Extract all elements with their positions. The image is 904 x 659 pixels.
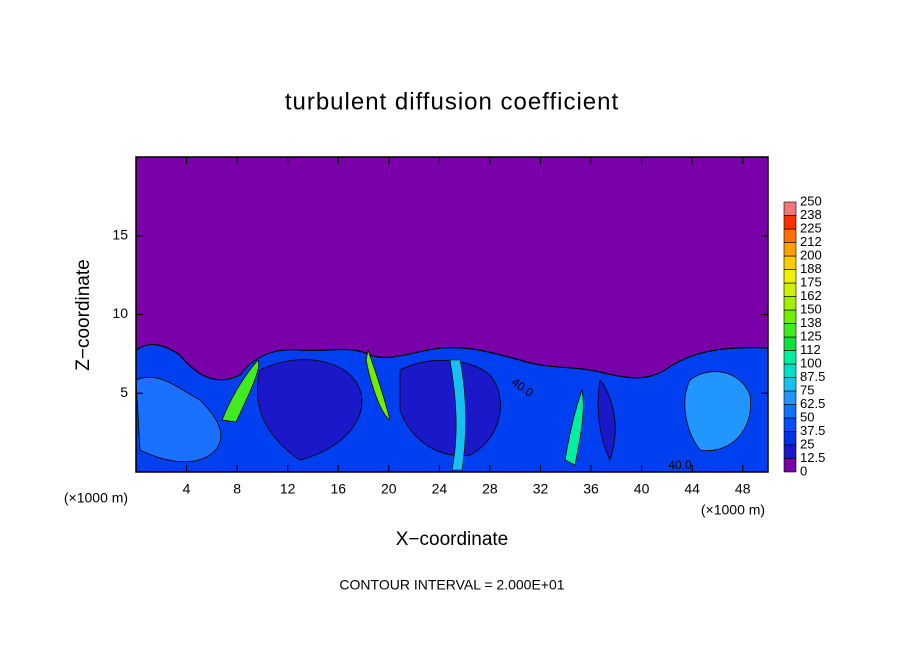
colorbar-segment bbox=[783, 458, 797, 473]
x-tick-label: 48 bbox=[735, 481, 751, 497]
colorbar-segment bbox=[783, 377, 797, 392]
colorbar-segment bbox=[783, 201, 797, 216]
footer: CONTOUR INTERVAL = 2.000E+01 bbox=[339, 577, 564, 593]
colorbar-segment bbox=[783, 444, 797, 459]
y-tick-label: 15 bbox=[112, 226, 128, 242]
x-tick-label: 32 bbox=[533, 481, 549, 497]
x-tick-label: 28 bbox=[482, 481, 498, 497]
colorbar-segment bbox=[783, 417, 797, 432]
colorbar-segment bbox=[783, 363, 797, 378]
colorbar-label: 50 bbox=[800, 409, 814, 424]
field-region bbox=[257, 359, 363, 461]
colorbar-label: 112 bbox=[800, 342, 821, 357]
field-region bbox=[684, 371, 752, 452]
colorbar-label: 37.5 bbox=[800, 423, 825, 438]
colorbar-segment bbox=[783, 282, 797, 297]
chart-title: turbulent diffusion coefficient bbox=[285, 88, 619, 115]
colorbar-label: 62.5 bbox=[800, 396, 825, 411]
colorbar-label: 25 bbox=[800, 436, 814, 451]
colorbar-segment bbox=[783, 350, 797, 365]
colorbar-segment bbox=[783, 309, 797, 324]
x-tick-label: 8 bbox=[233, 481, 241, 497]
y-axis-label: Z−coordinate bbox=[73, 259, 94, 370]
field-region bbox=[221, 359, 260, 423]
field-region bbox=[365, 348, 391, 421]
x-tick-label: 12 bbox=[280, 481, 296, 497]
y-unit: (×1000 m) bbox=[701, 502, 765, 518]
colorbar-label: 225 bbox=[800, 220, 822, 235]
colorbar-label: 188 bbox=[800, 261, 822, 276]
field-region bbox=[597, 379, 616, 462]
colorbar-label: 0 bbox=[800, 463, 807, 478]
colorbar-label: 150 bbox=[800, 301, 822, 316]
y-tick-label: 10 bbox=[112, 305, 128, 321]
field-region bbox=[136, 376, 222, 463]
colorbar-segment bbox=[783, 242, 797, 257]
colorbar-segment bbox=[783, 336, 797, 351]
field bbox=[136, 157, 768, 472]
colorbar-segment bbox=[783, 255, 797, 270]
colorbar-label: 162 bbox=[800, 288, 822, 303]
x-tick-label: 40 bbox=[634, 481, 650, 497]
x-tick-label: 4 bbox=[183, 481, 191, 497]
x-tick-label: 24 bbox=[432, 481, 448, 497]
colorbar-label: 75 bbox=[800, 382, 814, 397]
colorbar-segment bbox=[783, 228, 797, 243]
field-region bbox=[564, 388, 584, 466]
colorbar-label: 175 bbox=[800, 274, 822, 289]
field-region bbox=[449, 359, 466, 471]
colorbar-label: 87.5 bbox=[800, 369, 825, 384]
colorbar-label: 125 bbox=[800, 328, 822, 343]
x-tick-label: 44 bbox=[684, 481, 700, 497]
x-tick-label: 36 bbox=[583, 481, 599, 497]
colorbar-segment bbox=[783, 269, 797, 284]
colorbar-label: 12.5 bbox=[800, 450, 825, 465]
x-unit: (×1000 m) bbox=[64, 490, 128, 506]
colorbar-label: 238 bbox=[800, 207, 822, 222]
x-axis-label: X−coordinate bbox=[396, 529, 509, 550]
colorbar-label: 138 bbox=[800, 315, 822, 330]
y-tick-label: 5 bbox=[120, 384, 128, 400]
colorbar-label: 200 bbox=[800, 247, 822, 262]
colorbar-segment bbox=[783, 404, 797, 419]
x-tick-label: 16 bbox=[330, 481, 346, 497]
colorbar-segment bbox=[783, 431, 797, 446]
colorbar-label: 212 bbox=[800, 234, 822, 249]
x-tick-label: 20 bbox=[381, 481, 397, 497]
colorbar-label: 250 bbox=[800, 193, 822, 208]
colorbar-segment bbox=[783, 390, 797, 405]
colorbar-label: 100 bbox=[800, 355, 822, 370]
contour-label: 40.0 bbox=[668, 458, 692, 472]
colorbar-segment bbox=[783, 296, 797, 311]
colorbar-segment bbox=[783, 323, 797, 338]
colorbar-segment bbox=[783, 215, 797, 230]
